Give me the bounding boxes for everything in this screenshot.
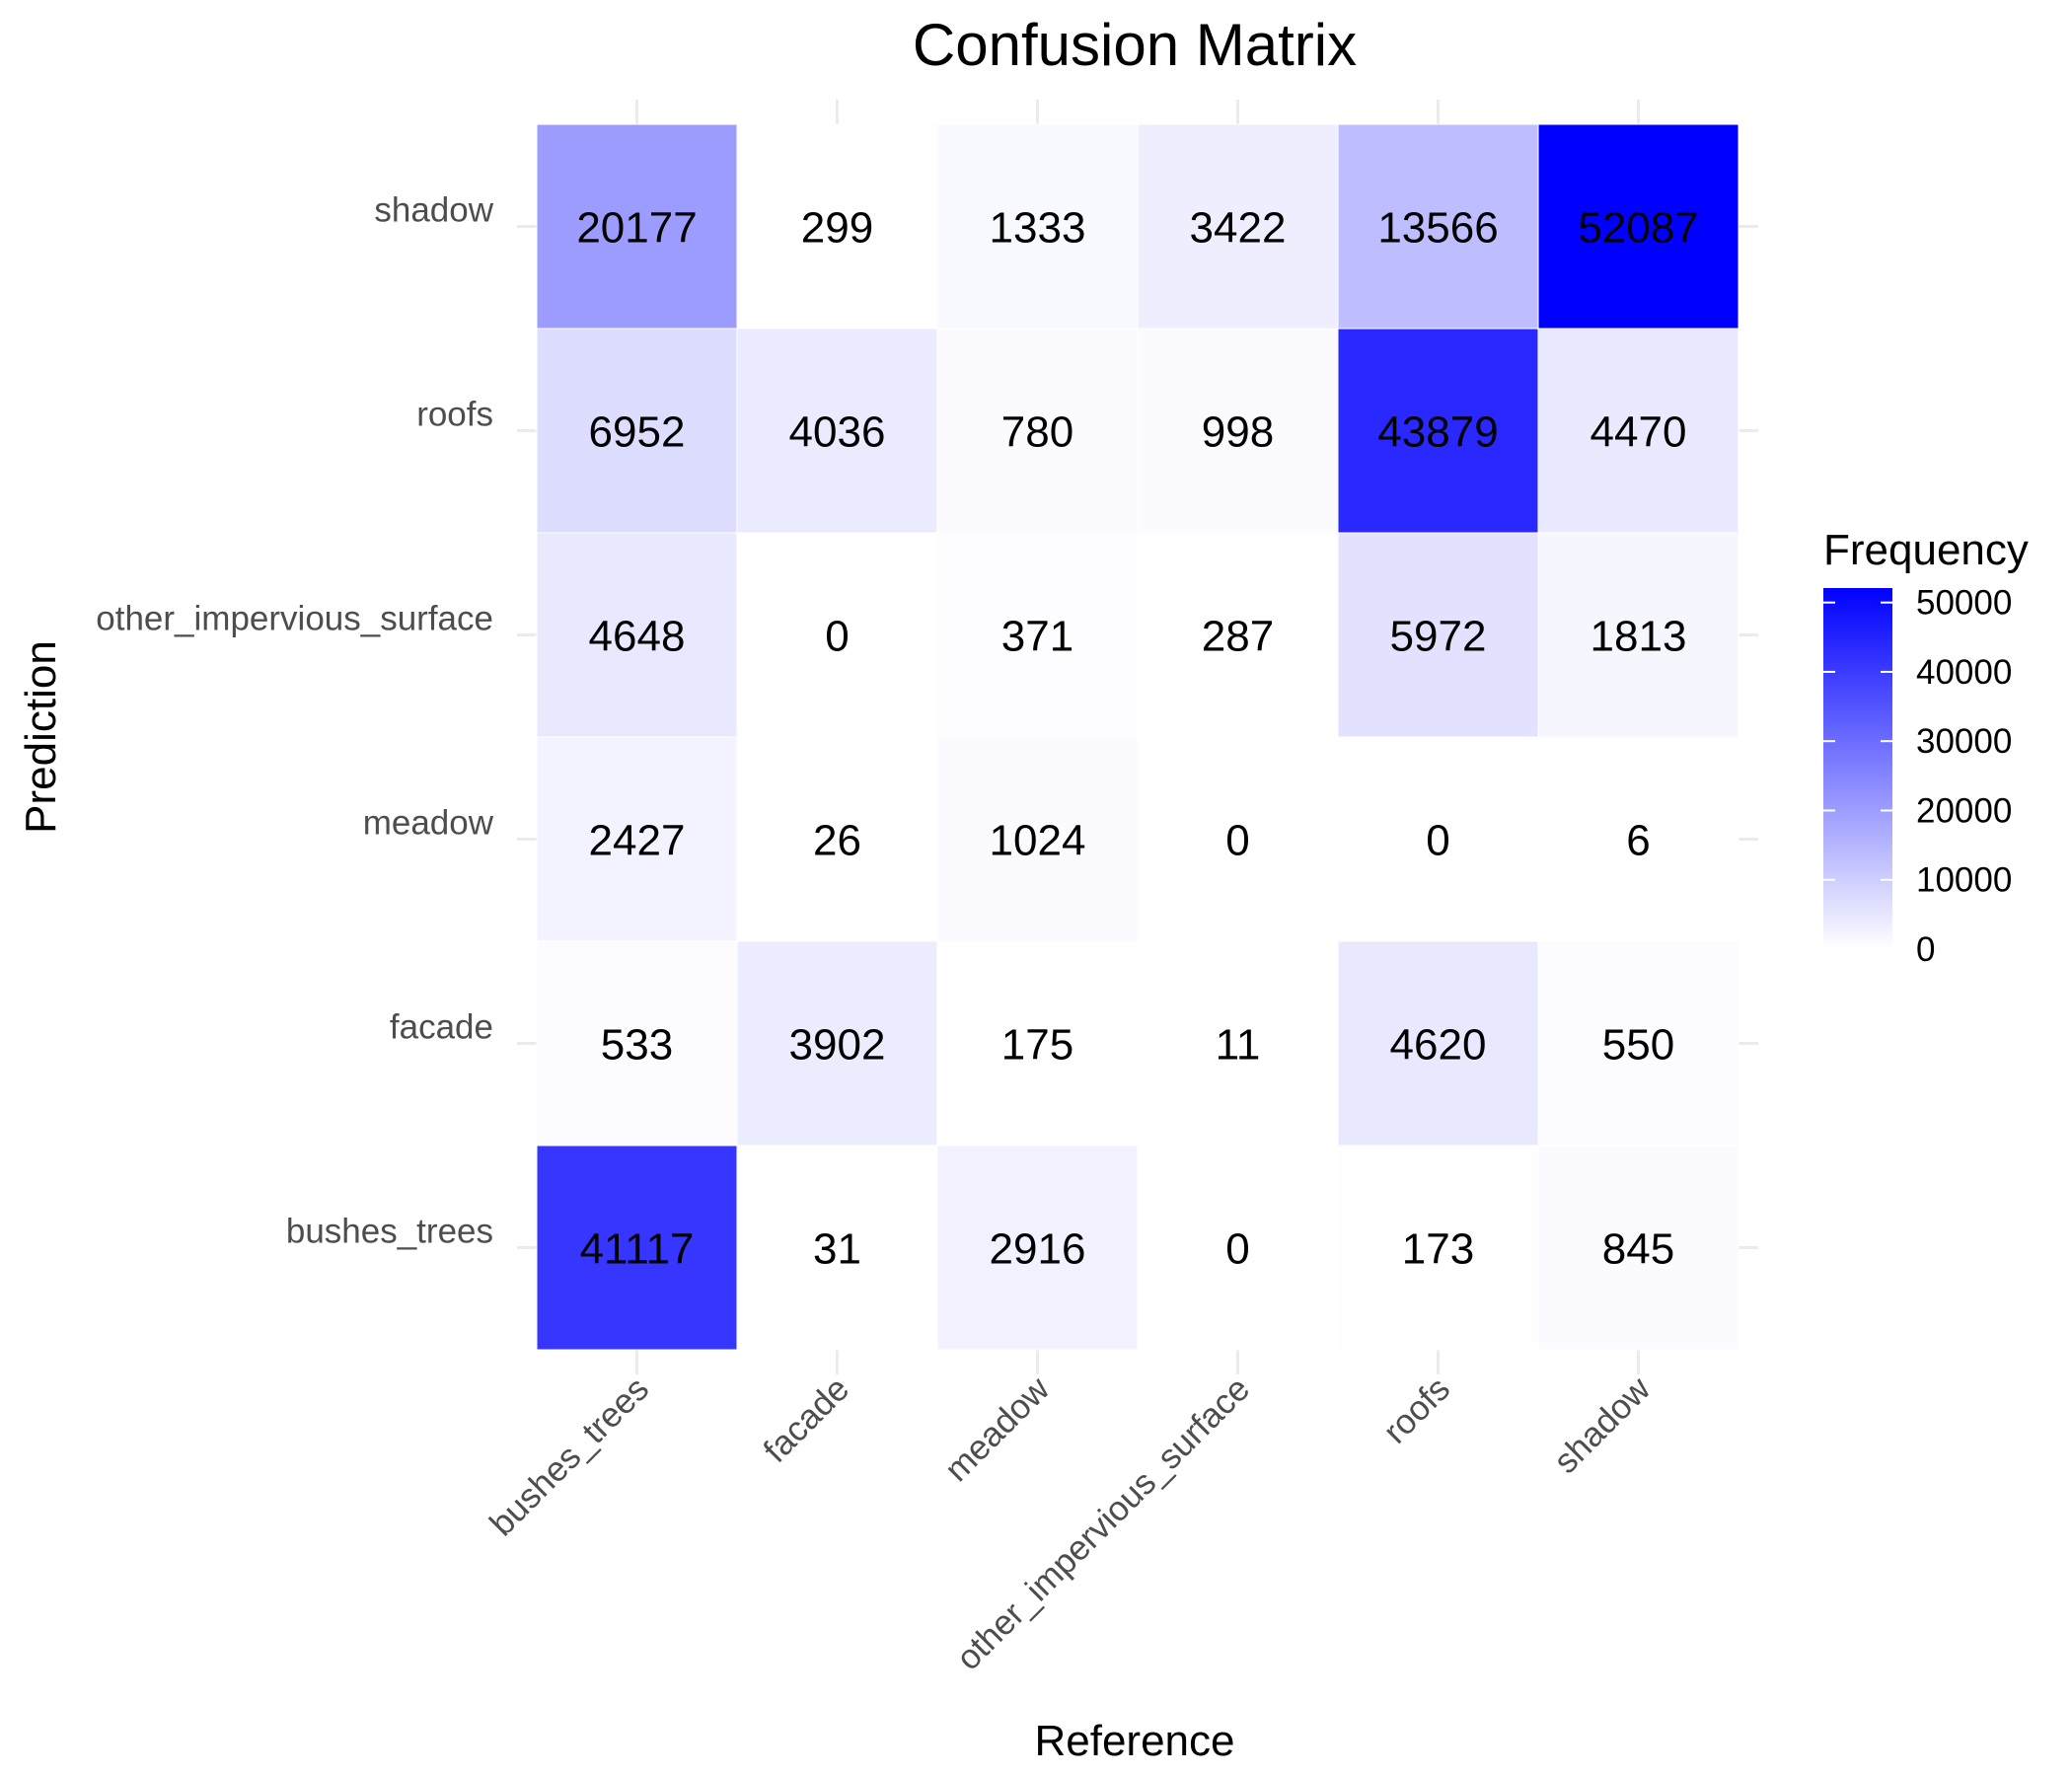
y-tick-label: bushes_trees xyxy=(286,1213,493,1251)
cell-value-label: 845 xyxy=(1602,1225,1674,1274)
heatmap-cell xyxy=(736,736,938,942)
cell-value-label: 26 xyxy=(813,817,861,865)
legend-tick-label: 40000 xyxy=(1916,653,2012,692)
heatmap-cell xyxy=(1537,1145,1739,1351)
cell-value-label: 287 xyxy=(1202,613,1274,661)
cell-value-label: 6 xyxy=(1626,817,1650,865)
cell-value-label: 175 xyxy=(1001,1021,1073,1070)
cell-value-label: 0 xyxy=(1225,1225,1249,1274)
legend-color-bar xyxy=(1823,588,1892,949)
x-tick-label: shadow xyxy=(1546,1369,1658,1481)
cell-value-label: 299 xyxy=(801,204,873,253)
heatmap-cell xyxy=(1337,1145,1539,1351)
cell-value-label: 4620 xyxy=(1390,1021,1487,1070)
y-tick-label: meadow xyxy=(363,804,494,843)
cell-value-label: 3902 xyxy=(789,1021,886,1070)
heatmap-cell xyxy=(1137,940,1339,1147)
cell-value-label: 0 xyxy=(1225,817,1249,865)
heatmap-cell xyxy=(536,1145,738,1351)
cell-value-label: 533 xyxy=(601,1021,673,1070)
heatmap-cell xyxy=(1337,123,1539,330)
x-tick-label: bushes_trees xyxy=(482,1369,656,1543)
y-axis-tick-labels: bushes_trees facade meadow other_impervious… xyxy=(96,191,493,1251)
legend-tick-label: 20000 xyxy=(1916,791,2012,830)
heatmap-cell xyxy=(1337,736,1539,942)
heatmap-cell xyxy=(1537,328,1739,534)
y-tick-label: roofs xyxy=(416,396,493,434)
heatmap-cell xyxy=(936,736,1139,942)
cell-value-label: 780 xyxy=(1001,408,1073,457)
cell-value-label: 550 xyxy=(1602,1021,1674,1070)
cell-value-label: 52087 xyxy=(1578,204,1698,253)
heatmap-cell xyxy=(1537,940,1739,1147)
y-tick-label: shadow xyxy=(374,191,493,230)
heatmap-cell xyxy=(1537,123,1739,330)
cell-value-label: 4648 xyxy=(589,613,686,661)
heatmap-cell xyxy=(936,328,1139,534)
heatmap-cell xyxy=(1337,532,1539,738)
cell-value-label: 4036 xyxy=(789,408,886,457)
legend-title: Frequency xyxy=(1823,526,2029,574)
heatmap-cell xyxy=(736,1145,938,1351)
cell-value-label: 6952 xyxy=(589,408,686,457)
heatmap-cell xyxy=(1337,940,1539,1147)
chart-title: Confusion Matrix xyxy=(913,12,1357,78)
legend-tick-label: 50000 xyxy=(1916,584,2012,623)
heatmap-cell xyxy=(1137,736,1339,942)
cell-value-label: 0 xyxy=(825,613,849,661)
y-tick-label: facade xyxy=(390,1008,493,1047)
cell-value-label: 31 xyxy=(813,1225,861,1274)
x-tick-label: facade xyxy=(756,1369,856,1470)
heatmap-cell xyxy=(536,940,738,1147)
x-axis-title: Reference xyxy=(1034,1717,1234,1765)
legend-ticks: 0 10000 20000 30000 40000 50000 xyxy=(1823,584,2012,969)
heatmap-cell xyxy=(936,532,1139,738)
x-tick-label: meadow xyxy=(937,1369,1058,1490)
heatmap-cell xyxy=(1537,736,1739,942)
heatmap-cell xyxy=(736,940,938,1147)
cell-value-label: 1813 xyxy=(1591,613,1687,661)
cell-value-label: 43879 xyxy=(1377,408,1498,457)
heatmap-cell xyxy=(736,123,938,330)
cell-value-label: 20177 xyxy=(576,204,697,253)
cell-value-label: 173 xyxy=(1402,1225,1474,1274)
cell-value-label: 998 xyxy=(1202,408,1274,457)
cell-value-label: 2427 xyxy=(589,817,686,865)
y-tick-label: other_impervious_surface xyxy=(96,600,493,638)
heatmap-cell xyxy=(736,328,938,534)
cell-value-label: 13566 xyxy=(1377,204,1498,253)
heatmap-cell xyxy=(1537,532,1739,738)
cell-value-label: 2916 xyxy=(990,1225,1086,1274)
heatmap-cell xyxy=(1137,532,1339,738)
cell-value-label: 0 xyxy=(1426,817,1449,865)
legend-tick-label: 10000 xyxy=(1916,861,2012,900)
cell-value-label: 371 xyxy=(1001,613,1073,661)
cell-value-label: 1024 xyxy=(990,817,1086,865)
cell-value-labels: 41117 31 2916 0 173 845 533 3902 175 11 4620 550 242… xyxy=(576,204,1698,1274)
heatmap-cell xyxy=(536,532,738,738)
heatmap-cell xyxy=(1137,123,1339,330)
heatmap-cell xyxy=(936,123,1139,330)
cell-value-label: 4470 xyxy=(1591,408,1687,457)
heatmap-cell xyxy=(736,532,938,738)
x-tick-label: roofs xyxy=(1376,1369,1458,1451)
legend-tick-label: 0 xyxy=(1916,930,1935,969)
legend: Frequency 0 10000 20000 30000 40000 50000 xyxy=(1823,526,2029,969)
heatmap-cells xyxy=(536,123,1739,1351)
heatmap-cell xyxy=(536,736,738,942)
cell-value-label: 11 xyxy=(1216,1021,1261,1070)
legend-tick-label: 30000 xyxy=(1916,722,2012,761)
cell-value-label: 41117 xyxy=(580,1225,695,1274)
y-axis-title: Prediction xyxy=(17,640,65,834)
cell-value-label: 3422 xyxy=(1190,204,1287,253)
heatmap-cell xyxy=(1337,328,1539,534)
cell-value-label: 1333 xyxy=(990,204,1086,253)
cell-value-label: 5972 xyxy=(1390,613,1487,661)
x-axis-tick-labels: bushes_trees facade meadowother_impervious… xyxy=(482,1369,1659,1678)
heatmap-cell xyxy=(536,123,738,330)
